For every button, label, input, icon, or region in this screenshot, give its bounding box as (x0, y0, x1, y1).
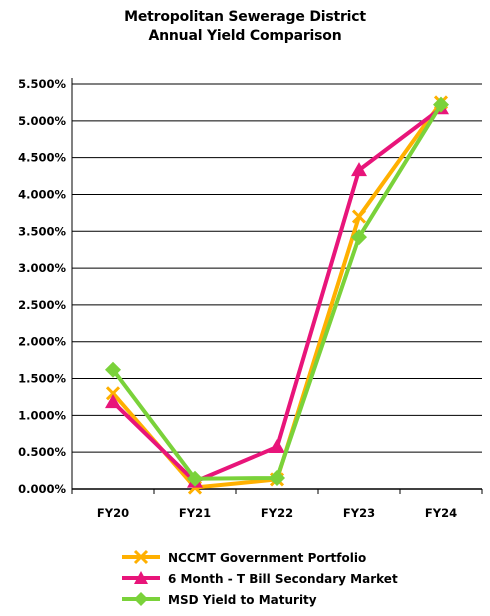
legend-item-tbill: 6 Month - T Bill Secondary Market (120, 568, 398, 589)
y-tick-label: 4.500% (18, 151, 66, 165)
chart-title: Metropolitan Sewerage District Annual Yi… (0, 8, 490, 46)
data-point-diamond-marker (105, 361, 121, 378)
y-tick-label: 1.000% (18, 408, 66, 422)
y-tick-label: 3.500% (18, 224, 66, 238)
legend-swatch-tbill (122, 571, 160, 584)
legend-item-nccmt: NCCMT Government Portfolio (120, 547, 398, 568)
data-point-diamond-marker (269, 469, 285, 486)
legend-label-nccmt: NCCMT Government Portfolio (168, 550, 367, 565)
series-line-1 (111, 106, 443, 484)
data-point-diamond-marker (351, 229, 367, 246)
y-tick-label: 0.500% (18, 445, 66, 459)
legend-label-tbill: 6 Month - T Bill Secondary Market (168, 571, 398, 586)
y-tick-label: 5.500% (18, 77, 66, 91)
y-tick-label: 2.500% (18, 298, 66, 312)
y-tick-label: 3.000% (18, 261, 66, 275)
y-tick-label: 2.000% (18, 335, 66, 349)
data-point-triangle-marker (105, 394, 121, 409)
legend: NCCMT Government Portfolio 6 Month - T B… (120, 547, 398, 610)
y-tick-label: 0.000% (18, 482, 66, 496)
chart-title-line-1: Metropolitan Sewerage District (124, 9, 366, 25)
data-point-x-marker (351, 209, 367, 224)
data-point-diamond-marker (187, 470, 203, 487)
data-point-x-marker (105, 386, 121, 401)
y-tick-label: 1.500% (18, 372, 66, 386)
series-line-0 (111, 101, 443, 490)
legend-label-msd: MSD Yield to Maturity (168, 592, 317, 607)
x-tick-label: FY21 (179, 506, 211, 520)
data-point-triangle-marker (269, 439, 285, 454)
data-point-diamond-marker (433, 96, 449, 113)
chart-title-line-2: Annual Yield Comparison (148, 28, 342, 44)
legend-swatch-msd (122, 592, 160, 606)
x-tick-label: FY23 (343, 506, 375, 520)
x-tick-label: FY22 (261, 506, 293, 520)
y-tick-label: 4.000% (18, 187, 66, 201)
y-tick-label: 5.000% (18, 114, 66, 128)
data-point-triangle-marker (351, 162, 367, 177)
legend-item-msd: MSD Yield to Maturity (120, 589, 398, 610)
x-tick-label: FY20 (97, 506, 129, 520)
legend-swatch-nccmt (122, 549, 160, 565)
series-line-2 (111, 103, 443, 481)
line-chart: 0.000% 0.500% 1.000% 1.500% 2.000% 2.500% 3.00… (18, 77, 483, 520)
x-tick-label: FY24 (425, 506, 457, 520)
